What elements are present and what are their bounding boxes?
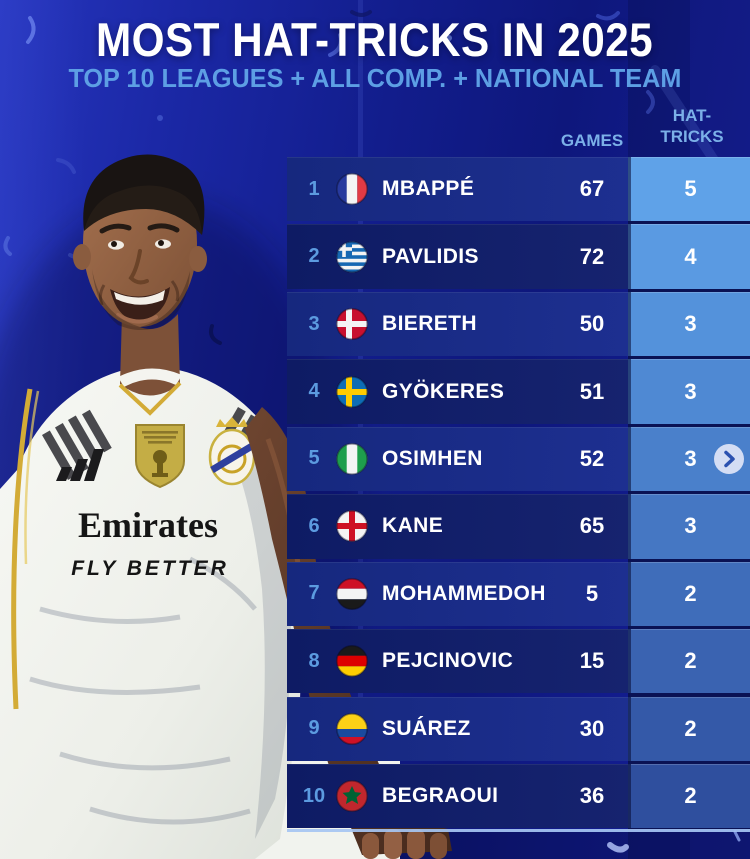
table-row: 7 MOHAMMEDOH 5 2	[287, 561, 750, 626]
club-badge	[135, 424, 185, 489]
jersey-tagline-text: FLY BETTER	[71, 557, 229, 580]
rank-number: 10	[302, 784, 326, 807]
player-name: OSIMHEN	[382, 446, 483, 470]
games-count: 30	[579, 715, 605, 741]
player-row-main-cell: 9 SUÁREZ 30	[287, 696, 628, 761]
table-row: 8 PEJCINOVIC 15 2	[287, 629, 750, 694]
games-count: 36	[579, 783, 605, 809]
adidas-logo	[56, 449, 104, 481]
hattricks-count: 2	[684, 715, 697, 741]
england-flag-icon	[336, 510, 368, 543]
player-row-main-cell: 3 BIERETH 50	[287, 291, 628, 357]
player-name: MBAPPÉ	[382, 177, 475, 201]
hattricks-count: 3	[684, 378, 697, 404]
rankings-table: 1 MBAPPÉ 67 5 2 PAVLIDIS 72 4 3 BIERETH 50 3 4 GYÖKER…	[287, 157, 750, 832]
table-bottom-border	[287, 829, 750, 832]
table-row: 6 KANE 65 3	[287, 494, 750, 559]
hattricks-cell: 2	[628, 696, 750, 761]
hattricks-count: 3	[684, 445, 697, 471]
hattricks-count: 4	[684, 243, 697, 269]
player-name: GYÖKERES	[382, 379, 505, 403]
table-row: 4 GYÖKERES 51 3	[287, 359, 750, 424]
column-header-hattricks: HAT- TRICKS	[651, 105, 733, 147]
player-hand	[362, 829, 447, 859]
player-row-main-cell: 4 GYÖKERES 51	[287, 359, 628, 424]
denmark-flag-icon	[336, 308, 368, 341]
table-row: 2 PAVLIDIS 72 4	[287, 224, 750, 289]
hair	[83, 154, 205, 235]
hattricks-count: 5	[684, 176, 697, 202]
hattricks-count: 2	[684, 648, 697, 674]
player-row-main-cell: 7 MOHAMMEDOH 5	[287, 561, 628, 626]
page-subtitle: TOP 10 LEAGUES + ALL COMP. + NATIONAL TE…	[68, 63, 682, 93]
player-name: MOHAMMEDOH	[382, 581, 546, 605]
hattricks-cell: 3	[628, 426, 750, 492]
player-row-main-cell: 2 PAVLIDIS 72	[287, 224, 628, 289]
hattricks-count: 3	[684, 513, 697, 539]
games-count: 52	[579, 445, 605, 471]
player-name: PAVLIDIS	[382, 244, 479, 268]
hattricks-cell: 3	[628, 359, 750, 424]
player-row-main-cell: 5 OSIMHEN 52	[287, 426, 628, 492]
games-count: 50	[579, 311, 605, 337]
player-row-main-cell: 10 BEGRAOUI 36	[287, 764, 628, 829]
player-name: BEGRAOUI	[382, 784, 499, 808]
hattricks-count: 3	[684, 311, 697, 337]
jersey-sponsor-text: Emirates	[78, 505, 218, 545]
player-name: PEJCINOVIC	[382, 649, 514, 673]
hattricks-cell: 3	[628, 494, 750, 559]
games-count: 72	[579, 243, 605, 269]
table-row: 1 MBAPPÉ 67 5	[287, 157, 750, 222]
rank-number: 2	[308, 245, 320, 268]
player-row-main-cell: 6 KANE 65	[287, 494, 628, 559]
table-row: 3 BIERETH 50 3	[287, 291, 750, 357]
games-count: 67	[579, 176, 605, 202]
games-count: 51	[579, 378, 605, 404]
hattricks-count: 2	[684, 783, 697, 809]
hattricks-cell: 4	[628, 224, 750, 289]
sweden-flag-icon	[336, 375, 368, 408]
player-name: SUÁREZ	[382, 716, 471, 740]
table-row: 9 SUÁREZ 30 2	[287, 696, 750, 761]
morocco-flag-icon	[336, 780, 368, 813]
chevron-right-icon	[714, 443, 744, 474]
player-row-main-cell: 1 MBAPPÉ 67	[287, 157, 628, 222]
nigeria-flag-icon	[336, 442, 368, 475]
player-name: BIERETH	[382, 312, 477, 336]
hattricks-cell: 2	[628, 764, 750, 829]
hattricks-cell: 2	[628, 561, 750, 626]
colombia-flag-icon	[336, 712, 368, 745]
column-header-hattricks-line1: HAT-	[672, 106, 712, 125]
rank-number: 3	[308, 312, 320, 335]
column-header-hattricks-line2: TRICKS	[660, 127, 724, 146]
rank-number: 8	[308, 649, 320, 672]
player-photo: Emirates FLY BETTER	[0, 154, 452, 859]
games-count: 5	[585, 580, 599, 606]
games-count: 15	[579, 648, 605, 674]
yemen-flag-icon	[336, 577, 368, 610]
hattricks-cell: 3	[628, 291, 750, 357]
france-flag-icon	[336, 173, 368, 206]
next-page-button[interactable]	[713, 443, 745, 475]
germany-flag-icon	[336, 645, 368, 678]
hattricks-cell: 2	[628, 629, 750, 694]
column-header-games: GAMES	[560, 131, 624, 150]
table-row: 10 BEGRAOUI 36 2	[287, 764, 750, 829]
rank-number: 7	[308, 582, 320, 605]
greece-flag-icon	[336, 240, 368, 273]
rank-number: 6	[308, 514, 320, 537]
rank-number: 4	[308, 380, 320, 402]
player-name: KANE	[382, 514, 444, 538]
games-count: 65	[579, 513, 605, 539]
rank-number: 5	[308, 447, 320, 470]
page-title: MOST HAT-TRICKS IN 2025	[96, 13, 654, 66]
table-row: 5 OSIMHEN 52 3	[287, 426, 750, 492]
rank-number: 9	[308, 717, 320, 740]
rank-number: 1	[308, 177, 320, 200]
hattricks-count: 2	[684, 580, 697, 606]
hattricks-cell: 5	[628, 157, 750, 222]
player-row-main-cell: 8 PEJCINOVIC 15	[287, 629, 628, 694]
